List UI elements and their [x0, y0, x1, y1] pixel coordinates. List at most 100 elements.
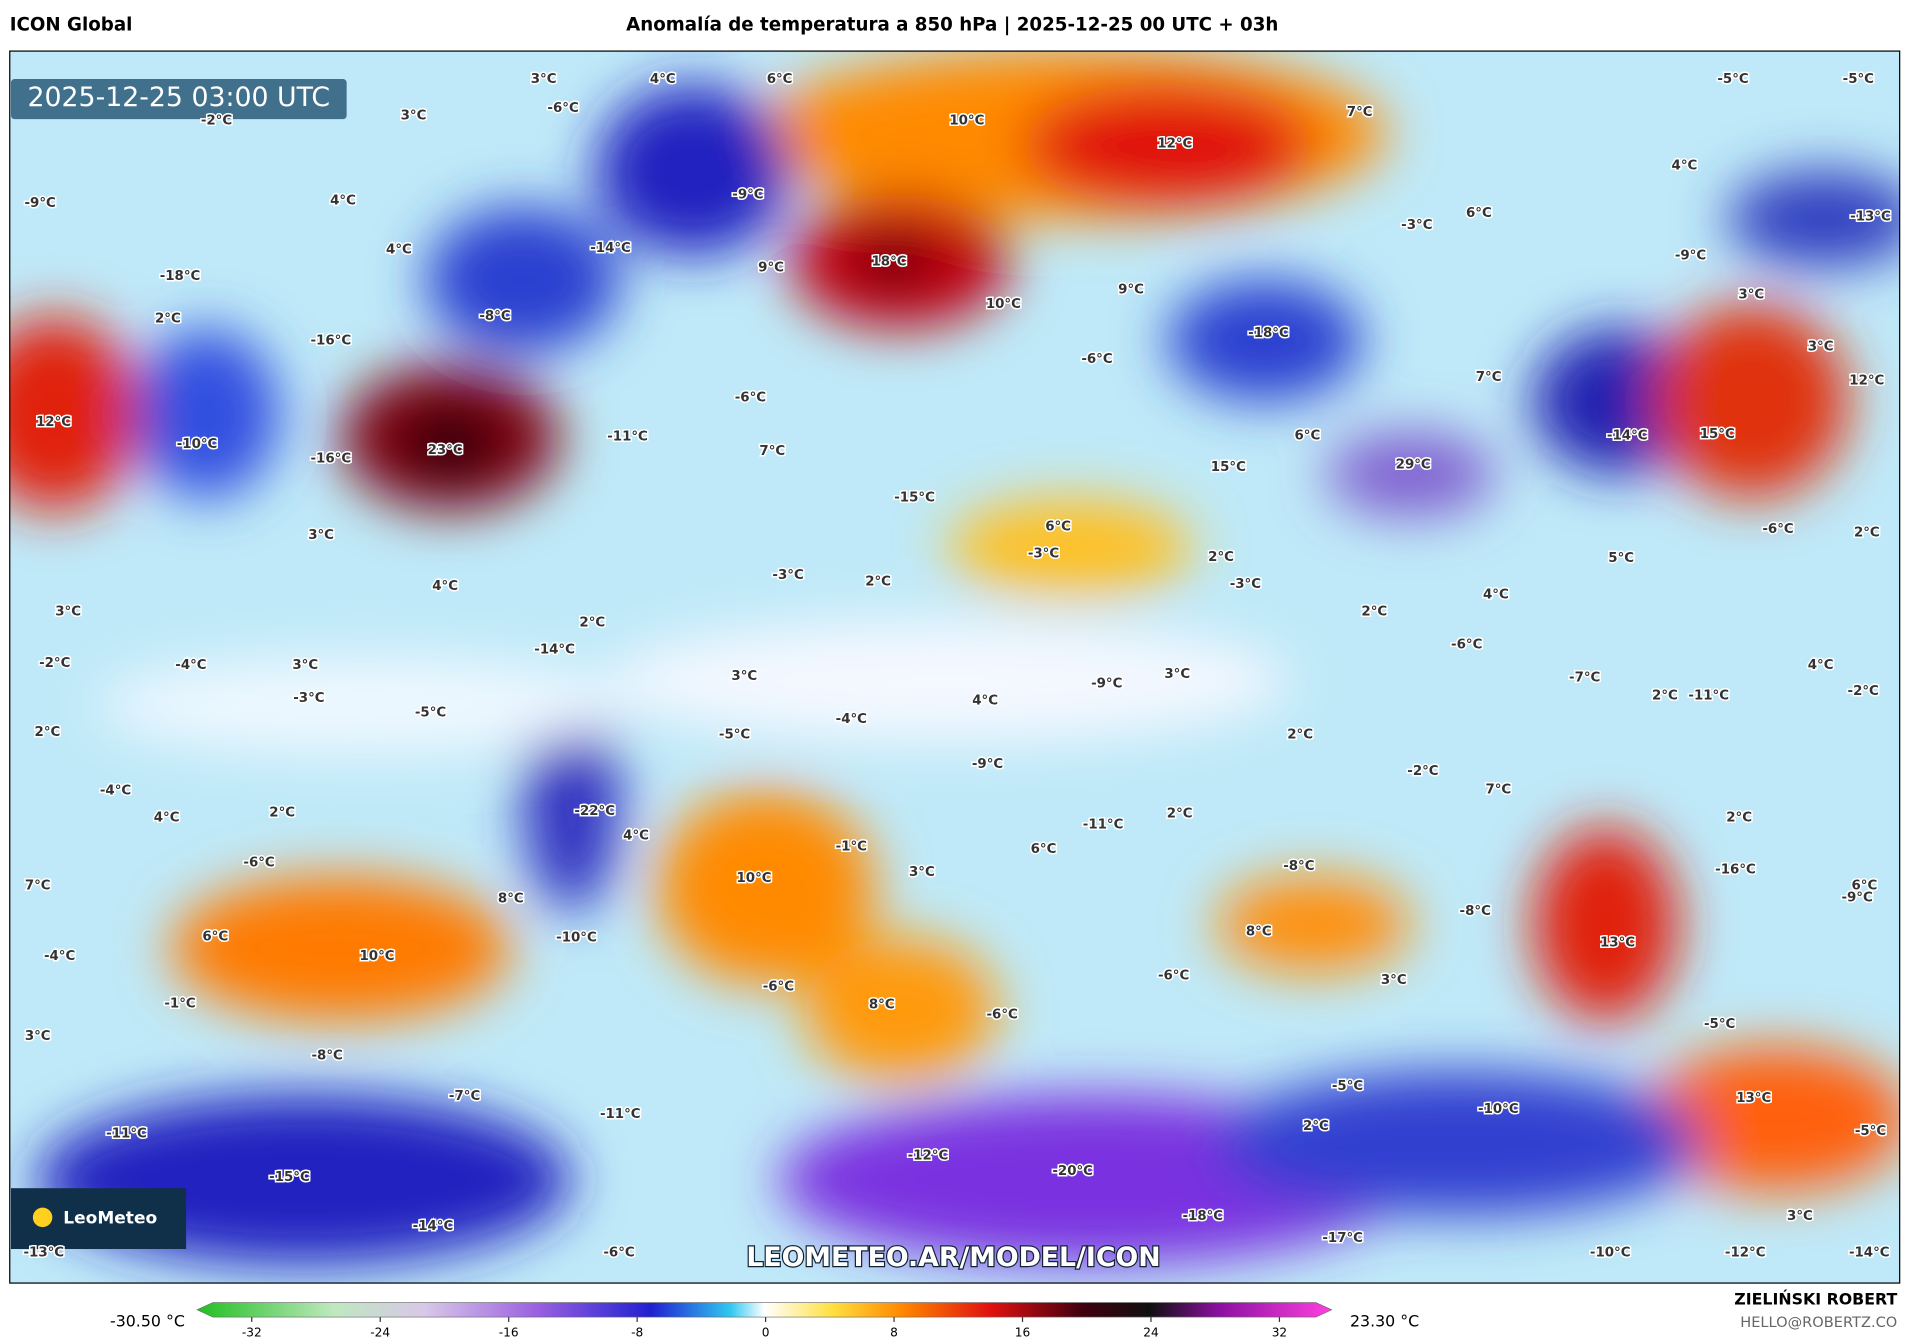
temp-label: 9°C — [1118, 282, 1144, 297]
temp-label: 3°C — [292, 658, 318, 673]
temp-label: 10°C — [949, 113, 984, 128]
temp-label: 3°C — [1381, 973, 1407, 988]
temp-label: 3°C — [1738, 287, 1764, 302]
temp-label: 6°C — [1045, 520, 1071, 535]
temp-label: 10°C — [986, 297, 1021, 312]
temp-label: 3°C — [1164, 667, 1190, 682]
temp-label: 3°C — [909, 865, 935, 880]
temp-label: 10°C — [359, 949, 394, 964]
temp-label: 2°C — [579, 616, 605, 631]
temp-label: -17°C — [1322, 1231, 1363, 1246]
temp-label: -2°C — [201, 113, 232, 128]
temp-label: -5°C — [719, 728, 750, 743]
timestamp: 2025-12-25 03:00 UTC — [28, 82, 331, 113]
temp-label: 2°C — [1652, 689, 1678, 704]
temp-label: -5°C — [415, 706, 446, 721]
temp-label: 6°C — [1466, 206, 1492, 221]
temp-label: -5°C — [1717, 72, 1748, 87]
temp-label: -9°C — [1091, 676, 1122, 691]
temp-label: 2°C — [1303, 1119, 1329, 1134]
temp-label: -18°C — [1183, 1209, 1224, 1224]
colorbar-tick-label: -8 — [631, 1325, 643, 1339]
temp-label: 15°C — [1211, 460, 1246, 475]
timestamp-box — [10, 79, 347, 120]
temp-label: -16°C — [311, 451, 352, 466]
title: Anomalía de temperatura a 850 hPa | 2025… — [626, 15, 1278, 36]
temp-label: 2°C — [1208, 550, 1234, 565]
temp-label: 2°C — [865, 574, 891, 589]
colorbar-tick-label: 24 — [1143, 1325, 1159, 1339]
temp-label: -7°C — [449, 1089, 480, 1104]
temp-label: -14°C — [413, 1219, 454, 1234]
temp-label: -14°C — [534, 642, 575, 657]
colorbar-tick-label: -24 — [370, 1325, 390, 1339]
temp-label: -20°C — [1052, 1164, 1093, 1179]
temp-label: -8°C — [312, 1049, 343, 1064]
temp-label: -11°C — [1083, 818, 1124, 833]
model-name: ICON Global — [10, 15, 133, 36]
temp-label: 4°C — [432, 579, 458, 594]
colorbar — [196, 1302, 1333, 1318]
temp-label: -8°C — [1283, 859, 1314, 874]
temp-label: 13°C — [1736, 1091, 1771, 1106]
temp-label: 4°C — [1672, 158, 1698, 173]
map-labels: 3°C 4°C 6°C -6°C 3°C -2°C 10°C 7°C -5°C -5°C 12°C 4… — [22, 71, 1892, 1263]
temp-label: 7°C — [759, 444, 785, 459]
temp-label: 4°C — [154, 810, 180, 825]
temp-label: -3°C — [1401, 218, 1432, 233]
temp-label: 2°C — [1854, 526, 1880, 541]
temp-label: -13°C — [1850, 209, 1891, 224]
temp-label: 3°C — [731, 669, 757, 684]
colorbar-tick-label: -32 — [242, 1325, 262, 1339]
colorbar-tick-label: 16 — [1015, 1325, 1030, 1339]
temp-label: 23°C — [428, 443, 463, 458]
temp-label: 4°C — [623, 829, 649, 844]
temp-label: 9°C — [758, 261, 784, 276]
temp-label: -4°C — [175, 658, 206, 673]
temp-label: -22°C — [574, 804, 615, 819]
email: HELLO@ROBERTZ.CO — [1740, 1314, 1897, 1331]
temp-label: -2°C — [1407, 764, 1438, 779]
temp-label: 5°C — [1608, 551, 1634, 566]
temp-label: 4°C — [972, 694, 998, 709]
temp-label: 12°C — [1849, 374, 1884, 389]
temp-label: 2°C — [1167, 807, 1193, 822]
temp-label: 3°C — [25, 1029, 51, 1044]
temp-label: 6°C — [1031, 842, 1057, 857]
temp-label: -11°C — [600, 1107, 641, 1122]
colorbar-tick-label: 32 — [1272, 1325, 1287, 1339]
temp-label: -6°C — [1158, 968, 1189, 983]
temp-label: 2°C — [1726, 810, 1752, 825]
temp-label: 6°C — [1852, 878, 1878, 893]
temp-label: -9°C — [1675, 248, 1706, 263]
temp-label: -10°C — [177, 437, 218, 452]
colorbar-min: -30.50 °C — [110, 1311, 185, 1330]
temp-label: -8°C — [479, 309, 510, 324]
temp-label: 4°C — [1483, 588, 1509, 603]
temp-label: -6°C — [763, 979, 794, 994]
temp-label: -11°C — [106, 1126, 147, 1141]
temp-label: 2°C — [269, 805, 295, 820]
temp-label: -14°C — [1849, 1246, 1890, 1261]
temp-label: 3°C — [401, 109, 427, 124]
logo: LeoMeteo — [63, 1209, 157, 1229]
temp-label: 6°C — [202, 929, 228, 944]
temp-label: 7°C — [1476, 370, 1502, 385]
temp-label: -2°C — [39, 656, 70, 671]
temp-label: -11°C — [1688, 689, 1729, 704]
temp-label: 18°C — [872, 254, 907, 269]
temp-label: -10°C — [556, 931, 597, 946]
temp-label: -16°C — [1715, 863, 1756, 878]
temp-label: -5°C — [1843, 72, 1874, 87]
temp-label: 8°C — [1246, 925, 1272, 940]
temp-label: 2°C — [1361, 605, 1387, 620]
temp-label: -9°C — [972, 757, 1003, 772]
temp-label: 4°C — [330, 194, 356, 209]
temp-label: -2°C — [1848, 684, 1879, 699]
temp-label: -11°C — [607, 430, 648, 445]
colorbar-max: 23.30 °C — [1350, 1311, 1419, 1330]
temp-label: 3°C — [1808, 340, 1834, 355]
temp-label: -15°C — [894, 490, 935, 505]
temp-label: 7°C — [1485, 782, 1511, 797]
temp-label: -10°C — [1590, 1246, 1631, 1261]
